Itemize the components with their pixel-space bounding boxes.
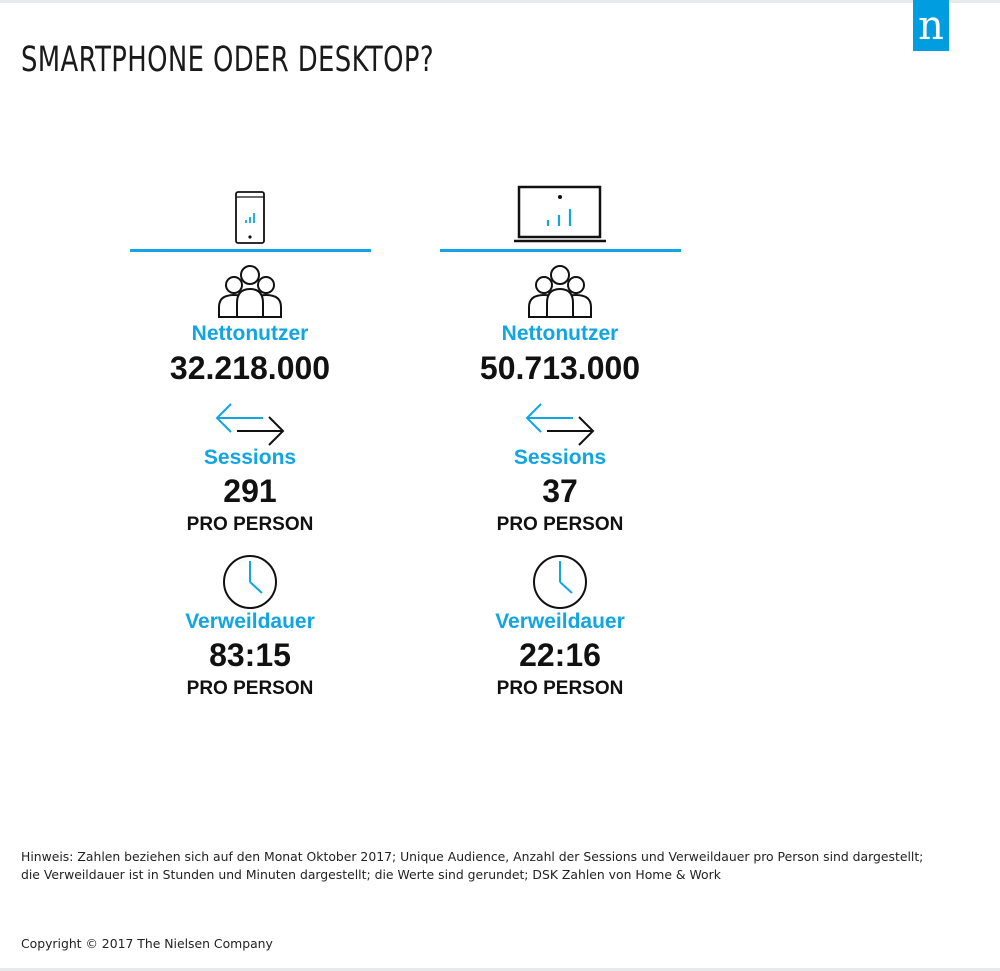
sessions-arrows-icon	[215, 403, 285, 446]
logo-letter: n	[918, 3, 944, 49]
bottom-border	[0, 968, 1000, 971]
page-title: SMARTPHONE ODER DESKTOP?	[21, 40, 434, 80]
sessions-label: Sessions	[203, 446, 297, 469]
sessions-unit: PRO PERSON	[186, 514, 314, 535]
sessions-unit: PRO PERSON	[496, 514, 624, 535]
smartphone-icon	[235, 191, 265, 244]
footnote: Hinweis: Zahlen beziehen sich auf den Mo…	[21, 848, 981, 884]
users-icon	[528, 265, 592, 318]
footnote-line-2: die Verweildauer ist in Stunden und Minu…	[21, 867, 721, 882]
users-value: 32.218.000	[169, 350, 331, 386]
clock-icon	[223, 555, 277, 609]
smartphone-divider	[130, 249, 371, 252]
top-border	[0, 0, 1000, 3]
time-unit: PRO PERSON	[186, 678, 314, 699]
users-value: 50.713.000	[479, 350, 641, 386]
users-icon	[218, 265, 282, 318]
users-label: Nettonutzer	[501, 322, 619, 345]
copyright-text: Copyright © 2017 The Nielsen Company	[21, 936, 273, 951]
time-unit: PRO PERSON	[496, 678, 624, 699]
desktop-divider	[440, 249, 681, 252]
footnote-line-1: Hinweis: Zahlen beziehen sich auf den Mo…	[21, 849, 924, 864]
desktop-column: Nettonutzer 50.713.000 Sessions 37 PRO P…	[435, 0, 685, 760]
laptop-icon	[514, 185, 606, 243]
smartphone-column: Nettonutzer 32.218.000 Sessions 291 PRO …	[125, 0, 375, 760]
time-label: Verweildauer	[495, 610, 625, 633]
clock-icon	[533, 555, 587, 609]
time-value: 22:16	[519, 637, 601, 673]
users-label: Nettonutzer	[191, 322, 309, 345]
time-value: 83:15	[209, 637, 291, 673]
sessions-value: 37	[542, 473, 578, 509]
time-label: Verweildauer	[185, 610, 315, 633]
sessions-value: 291	[223, 473, 277, 509]
nielsen-logo: n	[913, 0, 949, 51]
sessions-arrows-icon	[525, 403, 595, 446]
sessions-label: Sessions	[513, 446, 607, 469]
